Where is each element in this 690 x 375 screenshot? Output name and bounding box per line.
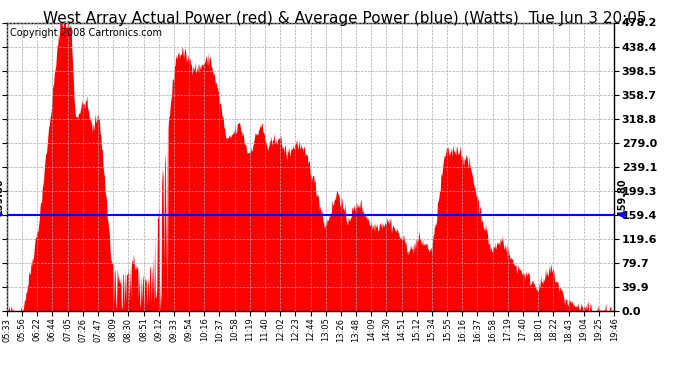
Text: 159.80: 159.80: [617, 177, 627, 215]
Text: West Array Actual Power (red) & Average Power (blue) (Watts)  Tue Jun 3 20:05: West Array Actual Power (red) & Average …: [43, 11, 647, 26]
Text: 159.80: 159.80: [0, 177, 4, 215]
Text: Copyright 2008 Cartronics.com: Copyright 2008 Cartronics.com: [10, 28, 162, 38]
